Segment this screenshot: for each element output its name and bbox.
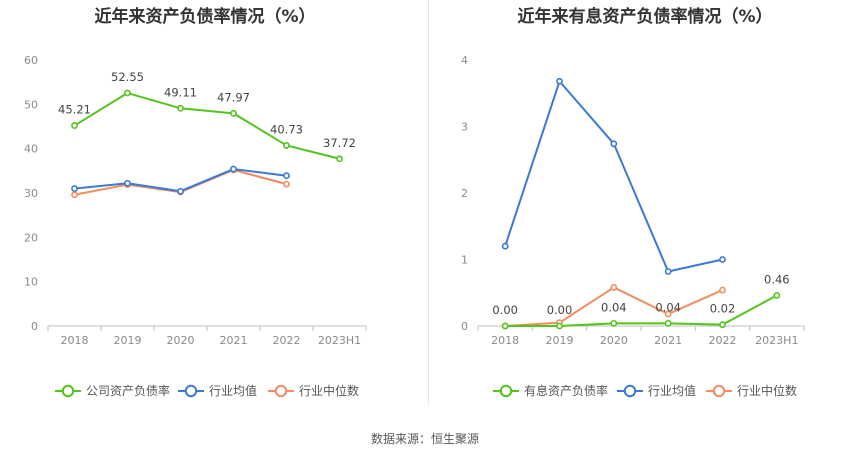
left-y-tick-label: 0 bbox=[31, 320, 38, 333]
right-series-point-1 bbox=[719, 256, 726, 263]
left-x-tick-label: 2019 bbox=[114, 334, 142, 347]
left-data-label: 49.11 bbox=[164, 85, 197, 99]
left-series-point-2 bbox=[71, 191, 78, 199]
right-legend-label-1: 行业均值 bbox=[648, 383, 696, 398]
left-y-tick-label: 20 bbox=[24, 231, 38, 244]
left-data-label: 40.73 bbox=[270, 122, 303, 136]
right-series-point-0 bbox=[664, 319, 672, 327]
left-series-point-2 bbox=[283, 180, 290, 188]
left-x-tick-label: 2023H1 bbox=[318, 334, 361, 347]
right-series-point-1 bbox=[556, 77, 563, 85]
left-series-point-0 bbox=[283, 142, 290, 149]
right-x-tick-label: 2018 bbox=[491, 334, 519, 347]
left-x-tick-label: 2020 bbox=[167, 334, 195, 347]
right-chart-title: 近年来有息资产负债率情况（%） bbox=[517, 7, 773, 27]
charts-canvas: 2018 2019 2020 2021 2022 2023H101020304050604… bbox=[24, 54, 805, 398]
left-data-label: 45.21 bbox=[58, 103, 91, 117]
right-series-point-2 bbox=[610, 284, 618, 291]
left-legend-marker-2 bbox=[274, 384, 288, 398]
right-series-point-1 bbox=[501, 242, 509, 250]
right-y-tick-label: 4 bbox=[461, 54, 468, 67]
right-data-label: 0.04 bbox=[655, 300, 681, 314]
right-x-tick-label: 2023H1 bbox=[755, 334, 798, 347]
right-series-point-1 bbox=[610, 140, 618, 148]
right-series-point-0 bbox=[501, 322, 509, 330]
left-y-tick-label: 60 bbox=[24, 54, 38, 67]
right-data-label: 0.04 bbox=[601, 300, 627, 314]
right-y-tick-label: 1 bbox=[461, 254, 468, 267]
right-series-point-2 bbox=[664, 310, 672, 318]
data-source: 数据来源：恒生聚源 bbox=[370, 432, 479, 446]
left-y-tick-label: 50 bbox=[24, 98, 38, 111]
left-y-tick-label: 10 bbox=[24, 276, 38, 289]
left-y-tick-label: 30 bbox=[24, 187, 38, 200]
right-data-label: 0.02 bbox=[710, 302, 736, 316]
right-series-point-1 bbox=[664, 268, 672, 275]
right-series-point-2 bbox=[719, 286, 726, 294]
chart-divider bbox=[428, 0, 429, 405]
right-legend-label-2: 行业中位数 bbox=[737, 383, 797, 398]
right-legend-marker-0 bbox=[499, 384, 513, 398]
left-data-label: 37.72 bbox=[323, 136, 356, 150]
right-x-tick-label: 2019 bbox=[546, 334, 574, 347]
right-series-point-0 bbox=[719, 321, 726, 329]
right-x-tick-label: 2020 bbox=[600, 334, 628, 347]
right-data-label: 0.46 bbox=[764, 272, 790, 286]
left-legend-marker-0 bbox=[61, 384, 75, 398]
right-y-tick-label: 3 bbox=[461, 121, 468, 134]
left-series-point-0 bbox=[230, 109, 237, 117]
left-series-point-1 bbox=[71, 185, 78, 192]
right-legend-label-0: 有息资产负债率 bbox=[524, 383, 608, 398]
right-data-label: 0.00 bbox=[547, 303, 573, 317]
left-x-tick-label: 2022 bbox=[273, 334, 301, 347]
left-data-label: 47.97 bbox=[217, 90, 250, 104]
right-y-tick-label: 0 bbox=[461, 320, 468, 333]
right-x-tick-label: 2022 bbox=[709, 334, 737, 347]
left-series-point-1 bbox=[283, 172, 290, 180]
left-data-label: 52.55 bbox=[111, 70, 144, 84]
left-series-point-1 bbox=[124, 179, 131, 187]
left-legend-label-1: 行业均值 bbox=[209, 383, 257, 398]
left-series-point-0 bbox=[124, 89, 131, 97]
right-series-point-0 bbox=[556, 322, 563, 330]
left-series-line-0 bbox=[73, 92, 340, 160]
left-series-point-0 bbox=[177, 104, 184, 112]
right-series-point-0 bbox=[610, 319, 618, 327]
right-series-line-0 bbox=[505, 294, 778, 327]
right-series-line-1 bbox=[504, 80, 723, 273]
right-legend-marker-1 bbox=[623, 384, 637, 398]
left-series-point-1 bbox=[177, 187, 184, 195]
left-x-tick-label: 2021 bbox=[220, 334, 248, 347]
left-legend-marker-1 bbox=[184, 384, 198, 398]
left-series-point-0 bbox=[336, 155, 343, 163]
left-legend-label-2: 行业中位数 bbox=[299, 383, 359, 398]
left-series-point-1 bbox=[230, 165, 237, 173]
left-y-tick-label: 40 bbox=[24, 143, 38, 156]
right-x-tick-label: 2021 bbox=[654, 334, 682, 347]
right-data-label: 0.00 bbox=[492, 303, 518, 317]
left-series-point-0 bbox=[71, 122, 78, 129]
left-chart-title: 近年来资产负债率情况（%） bbox=[94, 7, 316, 27]
right-y-tick-label: 2 bbox=[461, 187, 468, 200]
right-legend-marker-2 bbox=[712, 384, 726, 398]
left-x-tick-label: 2018 bbox=[61, 334, 89, 347]
right-series-point-0 bbox=[773, 292, 781, 299]
left-legend-label-0: 公司资产负债率 bbox=[86, 383, 170, 398]
